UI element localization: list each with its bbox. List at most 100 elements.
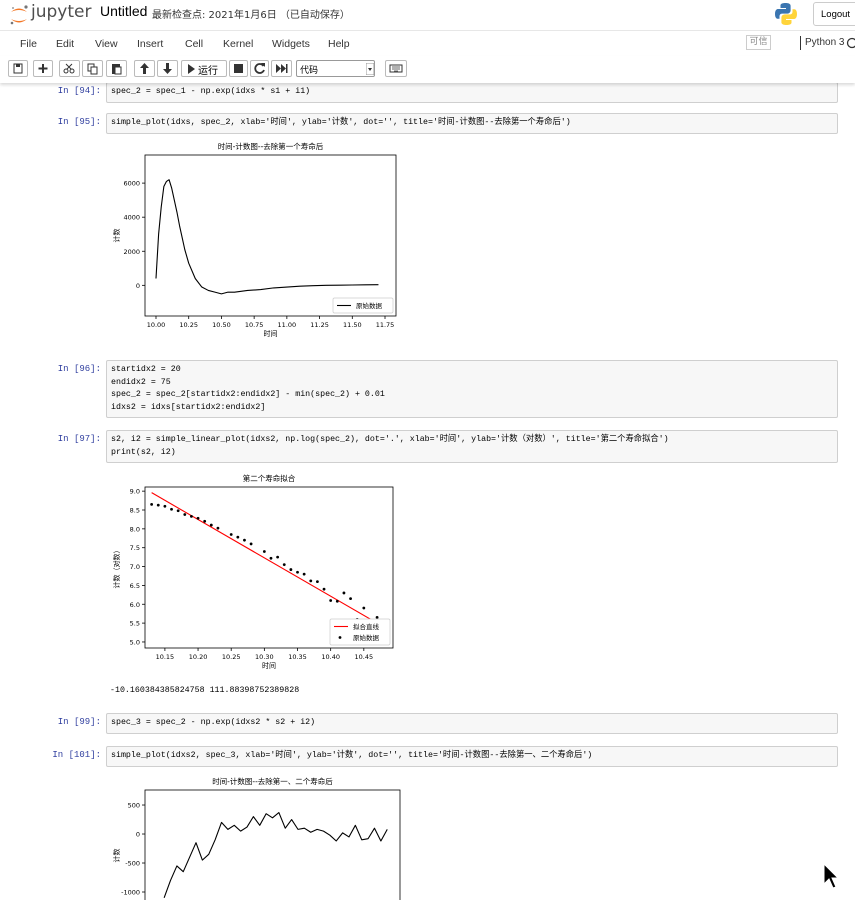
shortcuts-button[interactable] [385,60,407,77]
data-point [349,597,352,601]
x-tick-label: 11.00 [278,321,297,329]
x-tick-label: 10.35 [288,653,307,661]
x-tick-label: 10.75 [245,321,264,329]
cell-type-label: 代码 [300,66,319,76]
keyboard-icon [389,64,403,73]
cell-type-select[interactable]: 代码 [296,60,375,77]
data-line [151,492,384,628]
x-tick-label: 11.50 [343,321,362,329]
copy-icon [87,63,98,75]
kernel-status [846,37,855,49]
x-tick-label: 10.30 [255,653,274,661]
y-tick-label: 5.5 [130,620,140,628]
menubar: 可信 Python 3 File Edit View Insert Cell Kernel… [0,30,855,57]
y-tick-label: 8.0 [130,525,140,533]
data-point [156,503,160,507]
data-point [322,587,326,591]
chart-title: 第二个寿命拟合 [243,473,296,483]
y-tick-label: 8.5 [130,507,140,515]
menu-item[interactable]: Help [328,38,350,50]
x-tick-label: 11.75 [376,321,395,329]
interrupt-button[interactable] [229,60,248,77]
data-point [342,591,346,595]
cell-prompt: In [95]: [57,117,101,127]
data-point [150,502,154,506]
x-tick-label: 10.15 [156,653,175,661]
cell-prompt: In [96]: [57,364,101,374]
move-down-button[interactable] [157,60,178,77]
logout-button[interactable]: Logout [813,2,855,26]
data-point [183,513,187,516]
y-axis-label: 计数 [112,849,121,863]
legend-frame [329,618,391,646]
restart-button[interactable] [250,60,269,77]
kernel-separator [800,36,801,50]
cell-prompt: In [94]: [57,86,101,96]
run-button[interactable]: 运行 [181,60,227,77]
data-point [176,509,180,513]
menu-item[interactable]: Insert [137,38,164,50]
menu-item[interactable]: File [20,38,37,50]
y-tick-label: 7.0 [130,563,140,571]
restart-run-button[interactable] [271,60,292,77]
chart-title: 时间-计数图--去除第一、二个寿命后 [212,776,333,786]
x-tick-label: 10.25 [179,321,198,329]
x-axis-label: 时间 [262,661,276,670]
data-point [335,599,339,603]
y-tick-label: 4000 [123,214,140,222]
save-button[interactable] [8,60,28,77]
save-icon [13,63,23,74]
code-cell[interactable]: simple_plot(idxs2, spec_3, xlab='时间', yl… [106,746,838,767]
legend-label: 原始数据 [353,633,380,642]
data-point [229,533,233,536]
y-axis-label: 计数（对数） [112,547,121,589]
data-line [163,812,388,898]
y-tick-label: 7.5 [130,544,140,552]
copy-button[interactable] [82,60,103,77]
paste-icon [112,64,122,75]
y-tick-label: 2000 [123,248,140,256]
x-tick-label: 10.00 [147,321,166,329]
code-cell[interactable]: spec_3 = spec_2 - np.exp(idxs2 * s2 + i2… [106,713,838,734]
menu-item[interactable]: Kernel [223,38,254,50]
stop-icon [234,64,243,73]
cut-button[interactable] [59,60,80,77]
data-point [329,599,333,602]
trusted-indicator[interactable]: 可信 [746,35,771,50]
code-cell[interactable]: startidx2 = 20 endidx2 = 75 spec_2 = spec_… [106,360,838,418]
code-line: simple_plot(idxs, spec_2, xlab='时间', yla… [111,118,571,127]
data-point [375,616,379,619]
code-line: idxs2 = idxs[startidx2:endidx2] [111,402,266,412]
insert-button[interactable] [33,60,53,77]
data-point [170,507,173,511]
cell-prompt: In [97]: [57,434,101,444]
cell-prompt: In [99]: [57,717,101,727]
restart-icon [254,63,265,74]
cell-output: -10.160384385824758 111.88398752389828 [110,686,300,695]
y-tick-label: 9.0 [130,488,140,496]
data-point [216,526,220,530]
y-tick-label: 0 [136,282,140,290]
menu-item[interactable]: View [95,38,118,50]
x-tick-label: 10.25 [222,653,241,661]
code-cell[interactable]: simple_plot(idxs, spec_2, xlab='时间', yla… [106,113,838,134]
y-tick-label: 500 [128,802,140,810]
cell-prompt: In [101]: [52,750,101,760]
notebook-title[interactable]: Untitled [100,3,148,19]
data-point [163,504,167,508]
paste-button[interactable] [106,60,127,77]
logo-text: jupyter [31,2,92,22]
kernel-name: Python 3 [805,37,845,48]
data-point [296,570,299,574]
move-up-button[interactable] [134,60,155,77]
data-point [196,516,200,520]
plus-icon [38,64,48,73]
menu-item[interactable]: Widgets [272,38,310,50]
legend-label: 原始数据 [356,301,383,310]
menu-item[interactable]: Edit [56,38,75,50]
x-tick-label: 10.50 [212,321,231,329]
code-cell[interactable]: s2, i2 = simple_linear_plot(idxs2, np.lo… [106,430,838,463]
header: jupyter Untitled 最新检查点: 2021年1月6日 （已自动保存… [0,0,855,30]
menu-item[interactable]: Cell [185,38,204,50]
